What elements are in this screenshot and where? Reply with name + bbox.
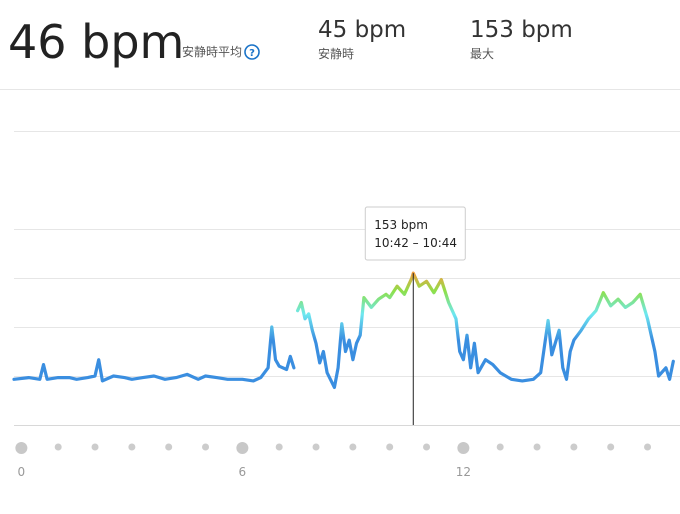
x-tick-label: 6 [239, 465, 247, 479]
resting-label: 安静時 [318, 46, 354, 61]
minor-tick [165, 443, 173, 451]
minor-tick [91, 443, 99, 451]
minor-tick [349, 443, 357, 451]
heart-rate-line [12, 271, 675, 389]
resting-value: 45 bpm [318, 17, 406, 43]
help-icon[interactable] [244, 44, 260, 60]
minor-tick [386, 443, 394, 451]
minor-tick [275, 443, 283, 451]
max-value: 153 bpm [470, 17, 573, 43]
tooltip-time: 10:42 – 10:44 [374, 236, 457, 250]
x-tick-label: 12 [456, 465, 471, 479]
major-tick [15, 442, 28, 454]
minor-tick [128, 443, 136, 451]
max-label: 最大 [470, 47, 494, 61]
minor-tick [423, 443, 431, 451]
average-value: 46 bpm [8, 15, 184, 69]
major-tick [236, 442, 249, 454]
tooltip-title: 153 bpm [374, 218, 428, 232]
x-tick-label: 0 [18, 465, 26, 479]
help-mark[interactable]: ? [249, 48, 255, 59]
minor-tick [202, 443, 210, 451]
minor-tick [644, 443, 652, 451]
minor-tick [54, 443, 62, 451]
tooltip-box [364, 206, 466, 261]
average-label: 安静時平均 [182, 44, 242, 59]
minor-tick [312, 443, 320, 451]
minor-tick [570, 443, 578, 451]
minor-tick [496, 443, 504, 451]
minor-tick [533, 443, 541, 451]
minor-tick [607, 443, 615, 451]
major-tick [457, 442, 470, 454]
